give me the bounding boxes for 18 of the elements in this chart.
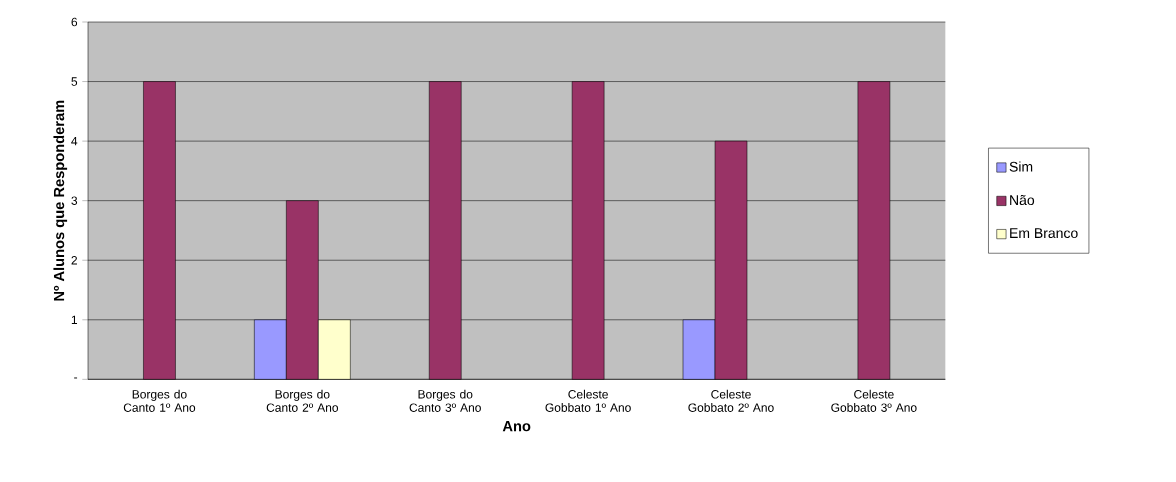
- y-tick-label: 4: [71, 136, 78, 146]
- legend-label: Sim: [1009, 161, 1033, 172]
- x-tick-label: Celeste Gobbato 1º Ano: [545, 389, 631, 412]
- y-tick-label: 1: [71, 315, 78, 324]
- x-axis-title: Ano: [502, 421, 531, 432]
- y-tick-label: -: [74, 377, 78, 379]
- x-tick-label: Celeste Gobbato 3º Ano: [831, 389, 917, 412]
- legend-label: Em Branco: [1010, 228, 1078, 239]
- y-tick-label: 5: [71, 77, 78, 86]
- y-tick-label: 2: [71, 256, 77, 265]
- y-axis-title: Nº Alunos que Responderam: [53, 100, 68, 301]
- x-tick-label: Celeste Gobbato 2º Ano: [688, 389, 774, 412]
- x-tick-label: Borges do Canto 3º Ano: [409, 389, 481, 412]
- x-tick-label: Borges do Canto 2º Ano: [266, 389, 339, 412]
- y-tick-label: 3: [71, 196, 78, 205]
- x-tick-label: Borges do Canto 1º Ano: [123, 389, 196, 412]
- y-tick-label: 6: [71, 17, 78, 27]
- legend-label: Não: [1010, 194, 1035, 206]
